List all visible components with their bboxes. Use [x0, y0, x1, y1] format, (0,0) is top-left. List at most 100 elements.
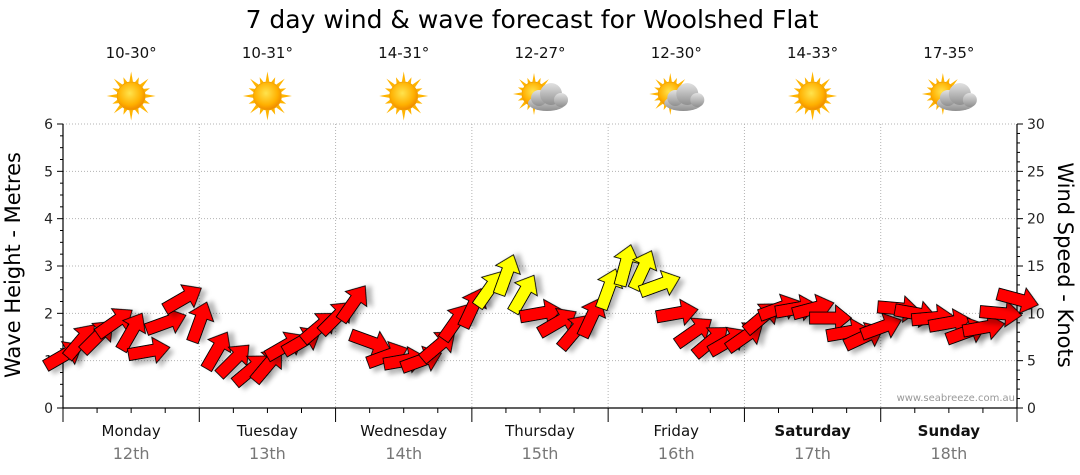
sun-ray [950, 79, 958, 87]
sun-ray [250, 104, 259, 114]
sunny-icon [242, 71, 292, 121]
sun-ray [928, 101, 936, 109]
credit-watermark: www.seabreeze.com.au [897, 393, 1015, 404]
y-axis-right-label: Wind Speed - Knots [1053, 162, 1077, 367]
sun-ray [271, 77, 276, 84]
sun-ray [655, 101, 663, 109]
sun-ray [145, 94, 156, 98]
wind-arrow [961, 312, 1006, 341]
partly-cloudy-icon [649, 73, 705, 115]
sun-ray [921, 92, 931, 96]
sun-ray [250, 78, 259, 88]
sun-ray [248, 99, 256, 104]
wind-arrows-series [42, 244, 1039, 389]
sun-ray [259, 77, 264, 84]
y-right-tick-label: 20 [1027, 212, 1045, 228]
sun-ray [395, 77, 401, 84]
temperature-range-label: 12-27° [514, 44, 565, 62]
y-right-tick-label: 0 [1027, 401, 1036, 417]
sun-ray [804, 108, 809, 115]
temperature-range-label: 12-30° [651, 44, 702, 62]
sun-disc [798, 81, 827, 111]
temperature-range-label: 14-33° [787, 44, 838, 62]
wind-arrow [335, 285, 368, 325]
sun-ray [143, 88, 150, 93]
sun-ray [537, 77, 541, 84]
sun-ray [113, 78, 123, 88]
day-name-label: Saturday [774, 422, 851, 440]
wind-arrow [995, 287, 1039, 315]
sun-ray [677, 79, 686, 87]
sun-ray [788, 94, 799, 98]
sun-ray [654, 87, 660, 91]
day-date-label: 13th [249, 444, 286, 463]
sun-ray [129, 110, 133, 121]
day-date-label: 16th [658, 444, 695, 463]
wind-arrow [613, 244, 641, 288]
sun-ray [265, 110, 270, 121]
sun-ray [926, 97, 933, 101]
sun-ray [795, 78, 804, 88]
cloud-shape [528, 83, 568, 111]
wind-arrow [979, 299, 1023, 328]
day-date-label: 12th [113, 444, 150, 463]
temperature-range-label: 17-35° [923, 44, 974, 62]
sun-ray [527, 77, 531, 84]
y-right-tick-label: 25 [1027, 164, 1045, 180]
sun-ray [112, 88, 119, 93]
sunny-icon [788, 71, 838, 121]
sun-ray [417, 94, 429, 98]
sun-ray [816, 77, 821, 84]
sun-ray [824, 88, 832, 93]
partly-cloudy-icon [513, 73, 568, 115]
sun-ray [804, 77, 809, 84]
sun-ray [123, 108, 128, 115]
sun-ray [113, 104, 123, 114]
sun-ray [134, 77, 139, 84]
y-axis-left-label: Wave Height - Metres [1, 152, 25, 378]
sunny-icon [106, 71, 156, 121]
sun-ray [816, 108, 821, 115]
sun-ray [936, 77, 940, 84]
sun-ray [395, 108, 401, 115]
day-name-label: Friday [654, 422, 700, 440]
day-name-label: Sunday [918, 422, 981, 440]
sun-ray [926, 87, 933, 91]
sun-ray [519, 79, 527, 87]
day-name-label: Monday [102, 422, 161, 440]
y-left-tick-label: 6 [44, 117, 53, 133]
wind-arrow [161, 284, 202, 315]
sun-ray [810, 110, 815, 121]
sun-ray [384, 99, 392, 104]
sun-ray [541, 79, 549, 87]
temperature-range-label: 14-31° [378, 44, 429, 62]
day-name-label: Tuesday [236, 422, 298, 440]
sun-ray [143, 99, 150, 104]
wind-arrow [492, 254, 521, 297]
wind-arrow [126, 336, 171, 364]
grid-lines [63, 123, 1017, 408]
sun-ray [271, 108, 276, 115]
sun-ray [416, 88, 423, 93]
sun-ray [279, 88, 287, 93]
sun-ray [793, 99, 801, 104]
sun-disc [389, 81, 419, 111]
sun-ray [134, 108, 139, 115]
y-left-tick-label: 2 [44, 306, 53, 322]
sun-ray [946, 77, 950, 84]
weather-row: 10-30° 10-31° 14-31° 12-27° 12-30° 14-33° 17-3… [106, 44, 977, 121]
sun-ray [248, 88, 256, 93]
y-right-tick-label: 5 [1027, 354, 1036, 370]
sun-ray [673, 77, 677, 84]
sun-disc [116, 81, 146, 111]
day-name-label: Wednesday [360, 422, 447, 440]
wind-arrow [186, 301, 215, 345]
day-date-label: 17th [794, 444, 831, 463]
sun-ray [519, 101, 527, 109]
sun-ray [112, 99, 119, 104]
sun-ray [655, 79, 663, 87]
wind-arrow [214, 344, 250, 380]
sun-ray [129, 71, 133, 82]
sun-ray [139, 78, 149, 88]
